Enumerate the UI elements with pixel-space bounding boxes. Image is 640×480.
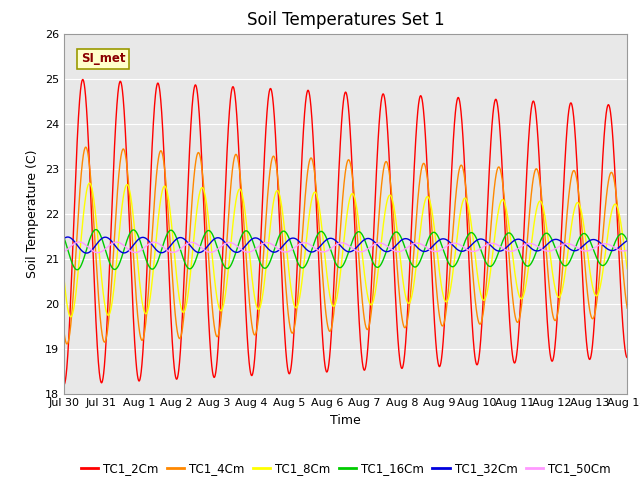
Line: TC1_32Cm: TC1_32Cm	[64, 237, 627, 253]
TC1_4Cm	[158, 150, 166, 156]
TC1_2Cm	[125, 196, 132, 202]
TC1_16Cm	[158, 245, 166, 251]
TC1_32Cm	[125, 248, 132, 253]
TC1_50Cm	[94, 250, 102, 255]
TC1_50Cm	[552, 246, 559, 252]
TC1_4Cm	[552, 317, 559, 323]
Line: TC1_4Cm: TC1_4Cm	[64, 147, 627, 344]
Line: TC1_50Cm: TC1_50Cm	[64, 242, 627, 252]
TC1_32Cm	[301, 245, 308, 251]
TC1_50Cm	[276, 248, 284, 253]
TC1_16Cm	[301, 264, 308, 269]
TC1_2Cm	[276, 235, 284, 240]
TC1_32Cm	[623, 238, 631, 244]
TC1_2Cm	[79, 77, 86, 83]
Line: TC1_2Cm: TC1_2Cm	[64, 80, 627, 384]
TC1_50Cm	[623, 247, 631, 253]
TC1_2Cm	[301, 111, 308, 117]
TC1_16Cm	[92, 227, 100, 232]
TC1_8Cm	[623, 266, 631, 272]
TC1_16Cm	[276, 231, 284, 237]
TC1_50Cm	[75, 239, 83, 245]
TC1_4Cm	[82, 144, 90, 150]
TC1_2Cm	[60, 382, 68, 387]
TC1_50Cm	[158, 243, 166, 249]
TC1_2Cm	[158, 112, 166, 118]
TC1_50Cm	[60, 249, 68, 254]
TC1_16Cm	[74, 267, 81, 273]
X-axis label: Time: Time	[330, 414, 361, 427]
TC1_2Cm	[623, 355, 631, 360]
TC1_4Cm	[301, 199, 308, 205]
Line: TC1_8Cm: TC1_8Cm	[64, 183, 627, 317]
TC1_16Cm	[60, 235, 68, 240]
TC1_32Cm	[612, 246, 620, 252]
TC1_2Cm	[612, 197, 620, 203]
TC1_16Cm	[623, 238, 631, 243]
TC1_8Cm	[276, 195, 284, 201]
TC1_32Cm	[64, 234, 72, 240]
Text: SI_met: SI_met	[81, 52, 125, 65]
TC1_16Cm	[552, 247, 559, 252]
Title: Soil Temperatures Set 1: Soil Temperatures Set 1	[247, 11, 444, 29]
TC1_8Cm	[158, 189, 166, 195]
TC1_32Cm	[158, 250, 166, 255]
TC1_8Cm	[67, 314, 75, 320]
Line: TC1_16Cm: TC1_16Cm	[64, 229, 627, 270]
Legend: TC1_2Cm, TC1_4Cm, TC1_8Cm, TC1_16Cm, TC1_32Cm, TC1_50Cm: TC1_2Cm, TC1_4Cm, TC1_8Cm, TC1_16Cm, TC1…	[76, 457, 616, 480]
TC1_32Cm	[60, 236, 68, 241]
TC1_2Cm	[552, 336, 559, 342]
TC1_8Cm	[86, 180, 93, 186]
Y-axis label: Soil Temperature (C): Soil Temperature (C)	[26, 149, 39, 278]
TC1_32Cm	[276, 246, 284, 252]
TC1_4Cm	[63, 341, 71, 347]
TC1_4Cm	[276, 205, 284, 211]
TC1_8Cm	[552, 288, 559, 294]
TC1_16Cm	[125, 233, 132, 239]
TC1_16Cm	[612, 236, 620, 242]
TC1_50Cm	[301, 240, 308, 246]
TC1_4Cm	[125, 181, 132, 187]
TC1_8Cm	[125, 184, 132, 190]
TC1_8Cm	[301, 253, 308, 259]
TC1_8Cm	[60, 276, 68, 281]
TC1_32Cm	[552, 237, 559, 242]
TC1_8Cm	[612, 203, 620, 208]
TC1_32Cm	[83, 250, 90, 256]
TC1_4Cm	[60, 329, 68, 335]
TC1_50Cm	[612, 246, 620, 252]
TC1_50Cm	[125, 247, 132, 252]
TC1_4Cm	[612, 194, 620, 200]
TC1_4Cm	[623, 305, 631, 311]
